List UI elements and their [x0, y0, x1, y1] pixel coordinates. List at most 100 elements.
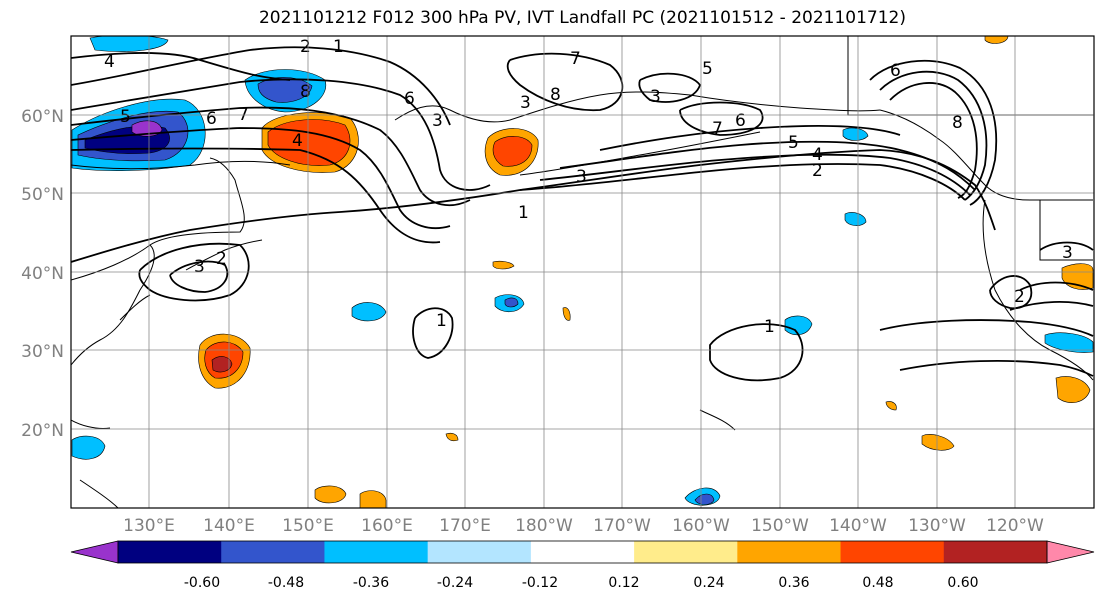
lon-label: 160°W [672, 516, 730, 536]
lat-axis: 60°N 50°N 40°N 30°N 20°N [21, 107, 64, 441]
colorbar-segment [737, 541, 842, 563]
lat-label: 50°N [21, 185, 64, 205]
map-title: 2021101212 F012 300 hPa PV, IVT Landfall… [258, 8, 906, 28]
contour-label: 2 [812, 161, 823, 181]
contour-label: 4 [812, 145, 823, 165]
plot-frame [70, 35, 1095, 509]
contour-labels: 4 2 1 5 6 7 8 4 3 6 8 3 7 5 6 7 5 4 2 6 … [104, 37, 1073, 337]
colorbar-tick-label: -0.48 [268, 575, 304, 591]
colorbar-segment [840, 541, 945, 563]
shade-positive [445, 432, 459, 442]
colorbar-segment [427, 541, 532, 563]
shade-negative [844, 212, 867, 226]
contour-label: 2 [216, 249, 227, 269]
shade-negative [71, 435, 106, 460]
lon-label: 150°E [282, 516, 334, 536]
shade-positive [492, 260, 515, 270]
contour-label: 8 [952, 113, 963, 133]
contour-label: 3 [650, 87, 661, 107]
colorbar-tick-label: -0.60 [184, 575, 220, 591]
lon-label: 170°W [593, 516, 651, 536]
colorbar-segment [634, 541, 738, 563]
shade-negative [784, 315, 813, 336]
contour-label: 1 [764, 317, 775, 337]
colorbar-tick-label: -0.12 [522, 575, 558, 591]
contour-label: 5 [788, 133, 799, 153]
colorbar-tick-label: 0.48 [862, 575, 893, 591]
colorbar-segment [943, 541, 1048, 563]
lon-label: 130°E [123, 516, 175, 536]
colorbar-segment [530, 541, 635, 563]
contour-label: 6 [206, 109, 217, 129]
pv-contours [71, 46, 1094, 382]
lon-label: 160°E [361, 516, 413, 536]
lat-label: 30°N [21, 342, 64, 362]
colorbar-segment [118, 541, 222, 563]
shade-positive [267, 119, 351, 166]
shade-positive [885, 401, 897, 411]
colorbar-labels: -0.60 -0.48 -0.36 -0.24 -0.12 0.12 0.24 … [184, 575, 979, 591]
colorbar-extend-min [70, 540, 119, 564]
shade-positive [314, 485, 347, 504]
contour-label: 1 [518, 203, 529, 223]
lon-label: 140°W [829, 516, 887, 536]
contour-label: 8 [550, 85, 561, 105]
shade-positive [359, 490, 387, 508]
lon-label: 170°E [439, 516, 491, 536]
lat-label: 60°N [21, 107, 64, 127]
lon-label: 140°E [203, 516, 255, 536]
colorbar-tick-label: 0.60 [947, 575, 978, 591]
colorbar [70, 540, 1095, 564]
shade-positive [211, 356, 233, 373]
shade-positive [1055, 376, 1091, 403]
contour-label: 7 [712, 119, 723, 139]
colorbar-tick-label: 0.24 [693, 575, 724, 591]
contour-label: 6 [404, 89, 415, 109]
lon-label: 180°W [515, 516, 573, 536]
lon-label: 130°W [908, 516, 966, 536]
colorbar-extend-max [1046, 540, 1095, 564]
contour-label: 3 [194, 257, 205, 277]
colorbar-tick-label: -0.36 [353, 575, 389, 591]
shade-negative [257, 77, 313, 103]
lat-label: 20°N [21, 421, 64, 441]
contour-label: 5 [702, 59, 713, 79]
pv-shading [71, 36, 1094, 508]
contour-label: 5 [120, 107, 131, 127]
colorbar-tick-label: 0.36 [778, 575, 809, 591]
contour-label: 3 [576, 167, 587, 187]
lon-label: 120°W [986, 516, 1044, 536]
lon-label: 150°W [751, 516, 809, 536]
contour-label: 7 [570, 49, 581, 69]
contour-label: 1 [436, 311, 447, 331]
contour-label: 6 [735, 111, 746, 131]
colorbar-segment [221, 541, 325, 563]
contour-label: 2 [1014, 287, 1025, 307]
shade-negative [351, 302, 387, 322]
shade-positive [562, 307, 571, 321]
contour-label: 3 [1062, 243, 1073, 263]
shade-positive [921, 434, 955, 451]
shade-negative [842, 127, 869, 141]
shade-negative [1044, 332, 1094, 353]
contour-label: 8 [300, 82, 311, 102]
shade-negative [694, 493, 715, 505]
colorbar-tick-label: 0.12 [608, 575, 639, 591]
colorbar-frame [117, 540, 1048, 564]
shade-negative [504, 297, 519, 308]
contour-label: 3 [520, 93, 531, 113]
lat-label: 40°N [21, 264, 64, 284]
contour-label: 4 [292, 131, 303, 151]
gridlines [71, 36, 1094, 508]
lon-axis: 130°E 140°E 150°E 160°E 170°E 180°W 170°… [123, 516, 1044, 536]
shade-negative [89, 36, 169, 52]
contour-label: 6 [890, 61, 901, 81]
contour-label: 2 [300, 37, 311, 57]
contour-label: 3 [432, 111, 443, 131]
colorbar-segment [324, 541, 429, 563]
contour-label: 1 [333, 37, 344, 57]
contour-label: 4 [104, 52, 115, 72]
shade-positive [492, 136, 533, 167]
colorbar-tick-label: -0.24 [437, 575, 473, 591]
